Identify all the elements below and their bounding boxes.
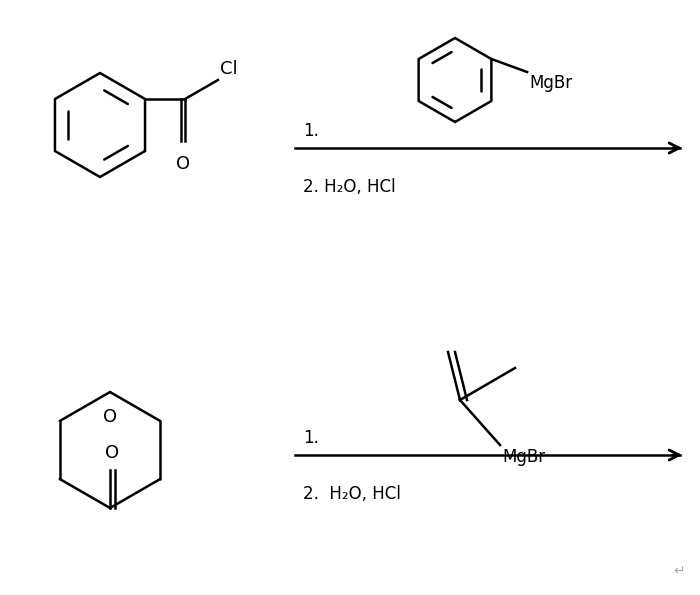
Text: O: O [103,408,117,426]
Text: 1.: 1. [303,122,319,140]
Text: ↵: ↵ [673,564,685,578]
Text: MgBr: MgBr [529,74,572,92]
Text: Cl: Cl [220,60,237,78]
Text: 1.: 1. [303,429,319,447]
Text: MgBr: MgBr [502,448,545,466]
Text: 2.  H₂O, HCl: 2. H₂O, HCl [303,485,401,503]
Text: O: O [176,155,190,173]
Text: O: O [105,444,119,462]
Text: 2. H₂O, HCl: 2. H₂O, HCl [303,178,396,196]
